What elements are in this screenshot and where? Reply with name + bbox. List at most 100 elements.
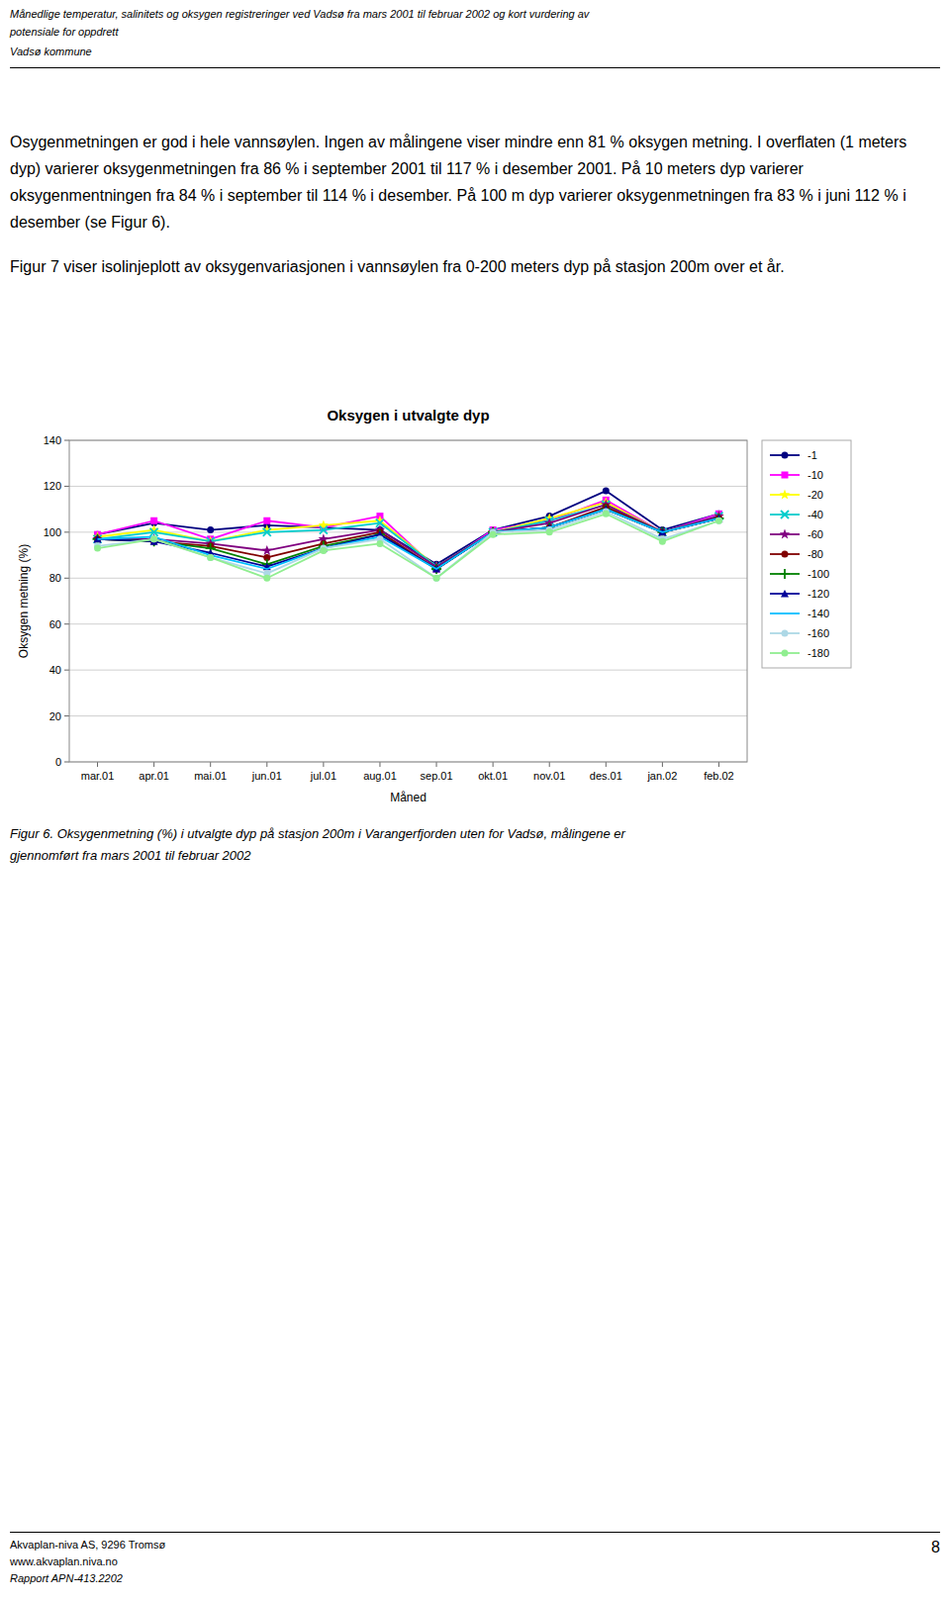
x-tick [549, 761, 551, 767]
legend-marker [780, 589, 789, 598]
data-point [546, 528, 554, 536]
data-point [715, 517, 723, 525]
legend-label: -140 [807, 607, 830, 620]
x-tick [322, 761, 324, 767]
header-rule [9, 67, 941, 69]
series [94, 503, 723, 573]
y-tick-label: 120 [43, 479, 62, 492]
y-tick-label: 140 [43, 434, 62, 447]
legend-label: -60 [807, 528, 824, 541]
legend-marker [779, 489, 790, 500]
y-tick-label: 40 [49, 664, 62, 676]
data-point [659, 538, 666, 546]
data-point [602, 510, 610, 518]
data-point [150, 535, 158, 543]
series-line [97, 504, 720, 568]
header-line: potensiale for oppdrett [9, 25, 118, 38]
data-point [94, 545, 101, 553]
footer-line: Rapport APN-413.2202 [9, 1572, 123, 1585]
grid-line [69, 715, 748, 717]
data-point [602, 487, 610, 495]
data-point [150, 517, 158, 525]
legend-label: -20 [807, 488, 824, 501]
series [93, 504, 725, 574]
y-tick [64, 715, 70, 717]
data-point [319, 526, 328, 535]
chart: Oksygen i utvalgte dyp020406080100120140… [0, 390, 950, 817]
x-tick-label: jul.01 [309, 769, 337, 782]
legend-label: -40 [807, 508, 824, 521]
grid-line [69, 485, 748, 487]
paragraph: Figur 7 viser isolinjeplott av oksygenva… [9, 253, 941, 281]
series [94, 510, 723, 582]
data-point [206, 554, 214, 562]
legend-label: -160 [807, 627, 830, 640]
y-tick-label: 0 [55, 756, 62, 768]
x-tick-label: sep.01 [420, 769, 454, 782]
x-tick-label: des.01 [589, 769, 623, 782]
x-tick [662, 761, 664, 767]
data-point [206, 526, 214, 534]
legend-label: -100 [807, 568, 830, 580]
y-tick-label: 60 [49, 618, 62, 631]
grid-line [69, 577, 748, 579]
y-tick-label: 20 [49, 710, 62, 723]
series-line [97, 504, 720, 568]
x-tick [209, 761, 211, 767]
series [94, 487, 723, 569]
chart-title: Oksygen i utvalgte dyp [326, 406, 489, 424]
y-axis-label: Oksygen metning (%) [16, 544, 31, 659]
legend: -1-10-20-40-60-80-100-120-140-160-180 [761, 440, 852, 668]
x-tick [492, 761, 494, 767]
legend-marker [781, 452, 789, 460]
legend-label: -1 [807, 449, 818, 462]
legend-frame [761, 440, 852, 668]
page-number: 8 [931, 1538, 941, 1557]
grid-line [69, 623, 748, 625]
data-point [263, 517, 271, 525]
footer-rule [9, 1531, 941, 1533]
data-point [433, 574, 441, 582]
x-tick-label: nov.01 [533, 769, 566, 782]
legend-label: -10 [807, 469, 824, 481]
footer-line: www.akvaplan.niva.no [9, 1555, 118, 1568]
footer-line: Akvaplan-niva AS, 9296 Tromsø [9, 1538, 166, 1551]
x-tick-label: feb.02 [703, 769, 735, 782]
x-tick [266, 761, 268, 767]
data-point [263, 528, 272, 537]
x-tick [96, 761, 98, 767]
paragraph: Osygenmetningen er god i hele vannsøylen… [9, 128, 941, 236]
legend-label: -180 [807, 647, 830, 660]
x-tick-label: aug.01 [363, 769, 397, 782]
series [94, 505, 724, 573]
series-line [97, 502, 720, 568]
data-point [433, 574, 441, 582]
data-point [263, 574, 271, 582]
y-tick [64, 531, 70, 533]
y-tick-label: 80 [49, 571, 62, 584]
legend-label: -80 [807, 548, 824, 561]
legend-marker [779, 529, 790, 540]
legend-line [769, 612, 800, 615]
y-tick [64, 440, 70, 442]
x-tick [153, 761, 155, 767]
body-text: Osygenmetningen er god i hele vannsøylen… [9, 128, 941, 298]
data-point [319, 547, 327, 555]
x-tick [379, 761, 380, 767]
data-point [150, 535, 158, 543]
y-tick [64, 623, 70, 625]
legend-marker [781, 472, 789, 479]
x-tick [605, 761, 607, 767]
legend-marker [779, 569, 790, 579]
header-line: Vadsø kommune [9, 45, 93, 58]
y-tick [64, 485, 70, 487]
x-tick-label: apr.01 [138, 769, 170, 782]
legend-marker [781, 630, 789, 638]
data-point [715, 517, 723, 525]
x-tick [718, 761, 720, 767]
grid-line [69, 669, 748, 671]
data-point [318, 519, 329, 530]
y-tick [64, 577, 70, 579]
x-tick-label: jan.02 [646, 769, 677, 782]
x-tick-label: mar.01 [81, 769, 115, 782]
